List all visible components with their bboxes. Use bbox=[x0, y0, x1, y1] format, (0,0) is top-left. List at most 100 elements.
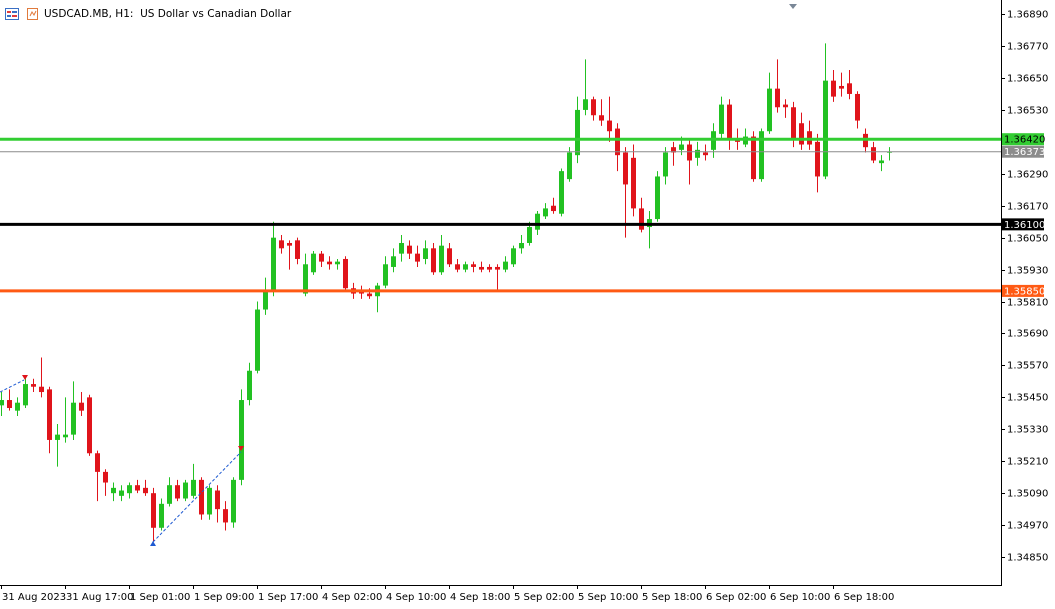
time-axis: 31 Aug 2023 31 Aug 17:001 Sep 01:00 1 Sep … bbox=[1, 585, 894, 603]
x-tick-label: 4 Sep 10:00 bbox=[386, 592, 446, 603]
candle-body bbox=[175, 485, 180, 499]
y-tick-label: 1.35330 bbox=[1007, 425, 1048, 436]
y-tick-label: 1.36890 bbox=[1007, 10, 1048, 21]
candle-body bbox=[263, 290, 268, 310]
candle-body bbox=[367, 293, 372, 297]
candle-body bbox=[495, 266, 500, 270]
candle-body bbox=[567, 152, 572, 180]
level-label: 1.35850 bbox=[1004, 286, 1045, 297]
candle-body bbox=[823, 80, 828, 177]
candle-body bbox=[615, 128, 620, 156]
candle-body bbox=[575, 109, 580, 156]
candle-body bbox=[623, 152, 628, 185]
candle-body bbox=[727, 104, 732, 140]
price-axis: 1.36890 1.36770 1.36650 1.36530 1.36290 1.361… bbox=[1001, 10, 1048, 564]
candle-body bbox=[63, 434, 68, 438]
x-tick-label: 31 Aug 2023 bbox=[2, 592, 66, 603]
y-tick-label: 1.36050 bbox=[1007, 234, 1048, 245]
symbol-icon bbox=[5, 8, 38, 20]
candle-body bbox=[671, 147, 676, 153]
candle-body bbox=[319, 253, 324, 262]
candle-body bbox=[119, 490, 124, 496]
level-label: 1.36100 bbox=[1004, 220, 1045, 231]
candle-body bbox=[199, 479, 204, 515]
candle-body bbox=[207, 487, 212, 515]
trade-markers bbox=[0, 375, 244, 546]
x-tick-label: 1 Sep 01:00 bbox=[130, 592, 190, 603]
y-tick-label: 1.36530 bbox=[1007, 106, 1048, 117]
candle-body bbox=[695, 149, 700, 158]
candle-body bbox=[831, 80, 836, 97]
candle-body bbox=[15, 402, 20, 411]
candle-body bbox=[415, 253, 420, 262]
x-tick-label: 1 Sep 09:00 bbox=[194, 592, 254, 603]
x-tick-label: 31 Aug 17:00 bbox=[66, 592, 133, 603]
candle-body bbox=[399, 242, 404, 254]
candle-body bbox=[551, 205, 556, 212]
candle-body bbox=[591, 99, 596, 116]
y-tick-label: 1.36770 bbox=[1007, 42, 1048, 53]
candle-body bbox=[271, 237, 276, 291]
trade-line bbox=[0, 379, 25, 393]
candle-body bbox=[767, 88, 772, 132]
candle-body bbox=[511, 248, 516, 265]
x-tick-label: 1 Sep 17:00 bbox=[258, 592, 318, 603]
candle-body bbox=[855, 93, 860, 121]
candle-body bbox=[775, 88, 780, 108]
candle-body bbox=[655, 176, 660, 220]
candle-body bbox=[631, 157, 636, 209]
candle-body bbox=[431, 248, 436, 273]
trade-line bbox=[152, 451, 242, 543]
candle-body bbox=[799, 123, 804, 145]
candle-body bbox=[847, 83, 852, 94]
candle-body bbox=[239, 400, 244, 480]
candle-body bbox=[295, 240, 300, 259]
candle-body bbox=[159, 503, 164, 528]
candle-body bbox=[663, 152, 668, 177]
x-tick-label: 4 Sep 02:00 bbox=[322, 592, 382, 603]
candle-body bbox=[687, 144, 692, 161]
candle-body bbox=[463, 264, 468, 270]
candle-body bbox=[47, 389, 52, 440]
candle-body bbox=[519, 242, 524, 249]
candle-body bbox=[391, 256, 396, 267]
level-label: 1.36420 bbox=[1004, 135, 1045, 146]
x-tick-label: 6 Sep 18:00 bbox=[834, 592, 894, 603]
candle-body bbox=[791, 107, 796, 140]
y-tick-label: 1.35210 bbox=[1007, 457, 1048, 468]
y-tick-label: 1.35810 bbox=[1007, 298, 1048, 309]
candle-body bbox=[183, 482, 188, 499]
y-tick-label: 1.35930 bbox=[1007, 266, 1048, 277]
sell-arrow bbox=[238, 446, 244, 451]
candle-body bbox=[143, 487, 148, 494]
candle-body bbox=[479, 266, 484, 270]
candle-body bbox=[87, 397, 92, 454]
candle-body bbox=[751, 136, 756, 180]
candle-body bbox=[815, 141, 820, 177]
candle-body bbox=[759, 131, 764, 180]
level-label: 1.36373 bbox=[1004, 147, 1045, 158]
level-label-box bbox=[1002, 218, 1044, 231]
candle-body bbox=[487, 266, 492, 270]
x-tick-label: 6 Sep 10:00 bbox=[770, 592, 830, 603]
candle-body bbox=[0, 400, 4, 406]
candle-body bbox=[503, 261, 508, 270]
candle-body bbox=[111, 487, 116, 494]
candle-body bbox=[471, 264, 476, 267]
y-tick-label: 1.36650 bbox=[1007, 74, 1048, 85]
candle-body bbox=[383, 264, 388, 286]
candle-body bbox=[543, 208, 548, 217]
candle-body bbox=[559, 171, 564, 214]
candle-body bbox=[279, 240, 284, 249]
candle-body bbox=[599, 115, 604, 121]
candle-body bbox=[335, 261, 340, 265]
candle-body bbox=[231, 479, 236, 523]
candle-body bbox=[327, 261, 332, 265]
y-tick-label: 1.35690 bbox=[1007, 329, 1048, 340]
candle-body bbox=[879, 160, 884, 164]
y-tick-label: 1.35450 bbox=[1007, 393, 1048, 404]
candle-body bbox=[607, 120, 612, 132]
candle-body bbox=[343, 258, 348, 289]
candle-body bbox=[839, 85, 844, 89]
